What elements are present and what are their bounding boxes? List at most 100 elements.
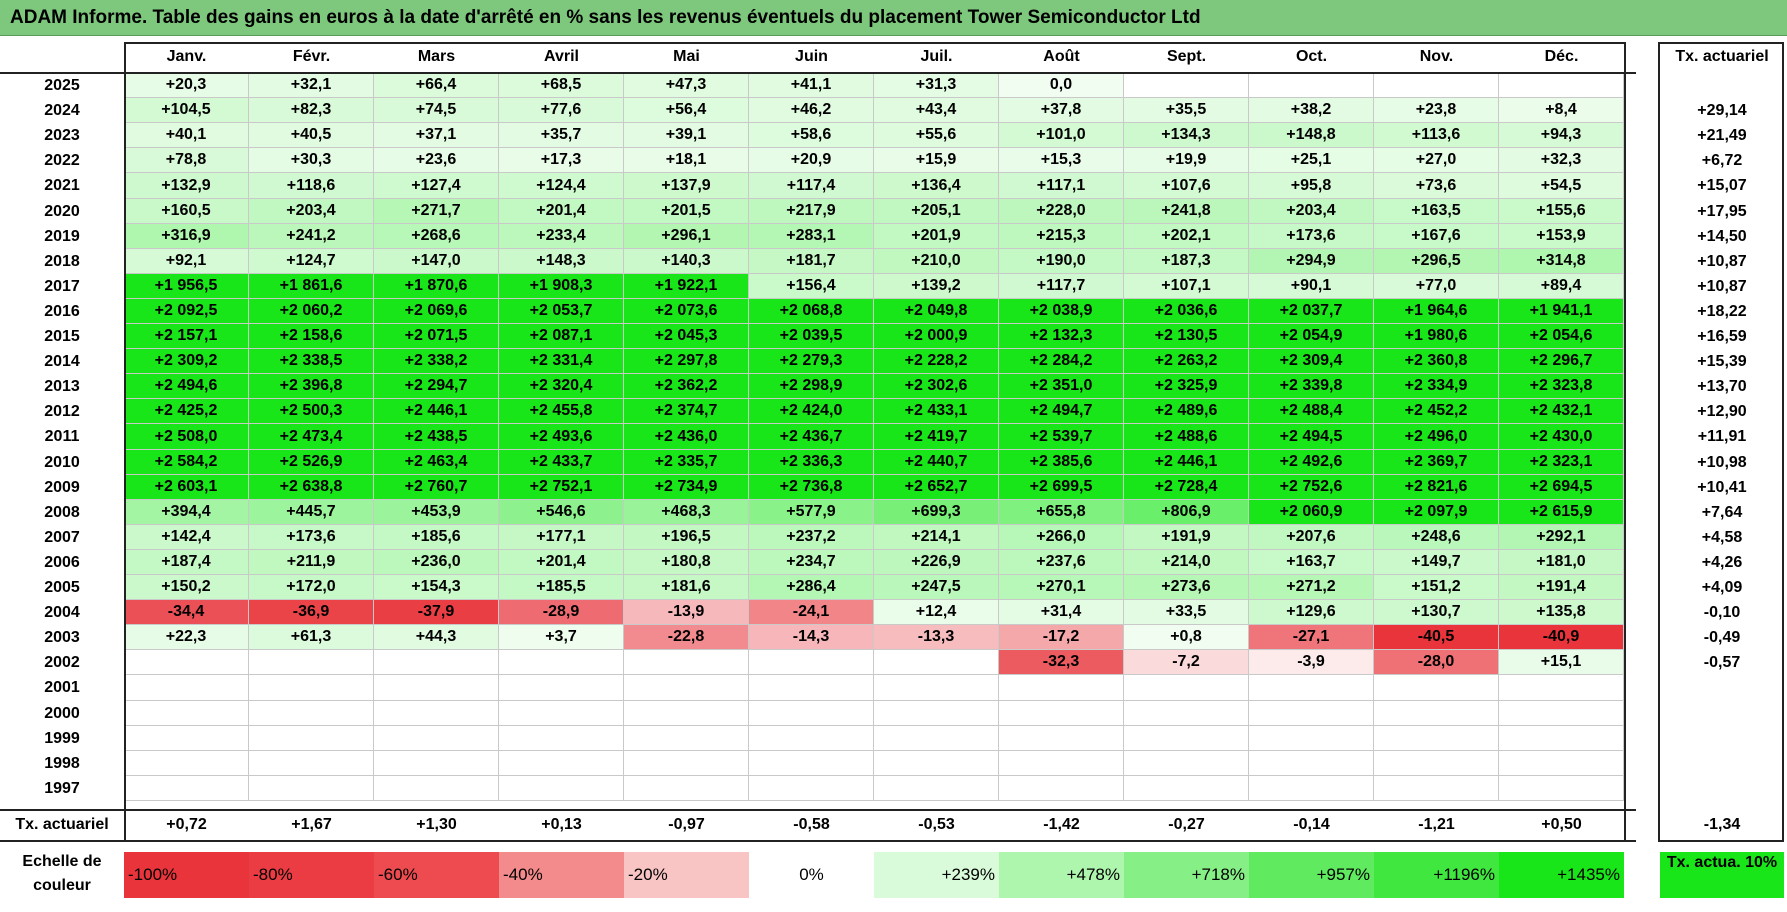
month-header: Oct. (1295, 48, 1328, 65)
heatmap-cell: +207,6 (1249, 525, 1374, 550)
heatmap-cell: +1 922,1 (624, 274, 749, 299)
heatmap-cell: +2 440,7 (874, 450, 999, 475)
heatmap-cell: +2 302,6 (874, 374, 999, 399)
heatmap-cell (249, 675, 374, 701)
heatmap-cell: +2 369,7 (1374, 450, 1499, 475)
heatmap-cell: +2 284,2 (999, 349, 1124, 374)
heatmap-cell: +1 980,6 (1374, 324, 1499, 349)
heatmap-cell: +2 037,7 (1249, 299, 1374, 324)
heatmap-cell: +8,4 (1499, 98, 1624, 123)
heatmap-cell (1124, 675, 1249, 701)
year-label: 2009 (44, 478, 80, 496)
heatmap-cell: +234,7 (749, 550, 874, 575)
heatmap-cell: +2 158,6 (249, 324, 374, 349)
heatmap-cell: +2 092,5 (124, 299, 249, 324)
month-header: Juin (795, 48, 828, 65)
heatmap-cell (1374, 726, 1499, 751)
heatmap-cell (1124, 701, 1249, 726)
heatmap-cell: +17,3 (499, 148, 624, 173)
heatmap-cell: +55,6 (874, 123, 999, 148)
heatmap-cell: +699,3 (874, 500, 999, 525)
heatmap-cell: +2 433,1 (874, 399, 999, 424)
footer-rate-value: -1,42 (1043, 816, 1080, 833)
heatmap-cell: +1 870,6 (374, 274, 499, 299)
heatmap-cell: +2 298,9 (749, 374, 874, 399)
heatmap-cell: +314,8 (1499, 249, 1624, 274)
heatmap-cell: +2 492,6 (1249, 450, 1374, 475)
heatmap-cell: +203,4 (249, 199, 374, 224)
heatmap-cell: +2 396,8 (249, 374, 374, 399)
heatmap-cell: +468,3 (624, 500, 749, 525)
legend-swatch: +957% (1249, 852, 1374, 898)
heatmap-cell: +18,1 (624, 148, 749, 173)
heatmap-cell: +248,6 (1374, 525, 1499, 550)
annual-rate-value: +4,58 (1701, 528, 1743, 546)
heatmap-cell: +140,3 (624, 249, 749, 274)
heatmap-cell: +23,6 (374, 148, 499, 173)
heatmap-cell (374, 675, 499, 701)
heatmap-cell: +73,6 (1374, 173, 1499, 199)
heatmap-cell: +124,7 (249, 249, 374, 274)
annual-rate-value: +16,59 (1697, 327, 1747, 345)
heatmap-cell: +167,6 (1374, 224, 1499, 249)
heatmap-cell: +89,4 (1499, 274, 1624, 299)
heatmap-cell: +2 526,9 (249, 450, 374, 475)
annual-rate-value (1660, 726, 1784, 751)
legend-swatch: -100% (124, 852, 249, 898)
heatmap-cell: +155,6 (1499, 199, 1624, 224)
annual-rate-value (1660, 776, 1784, 801)
heatmap-cell: +296,1 (624, 224, 749, 249)
heatmap-cell: +2 488,4 (1249, 399, 1374, 424)
heatmap-cell: +136,4 (874, 173, 999, 199)
heatmap-cell: +19,9 (1124, 148, 1249, 173)
heatmap-cell: +22,3 (124, 625, 249, 650)
year-label: 2006 (44, 553, 80, 571)
heatmap-cell: +2 045,3 (624, 324, 749, 349)
year-label: 1999 (44, 729, 80, 747)
heatmap-cell (1249, 701, 1374, 726)
heatmap-cell: +2 334,9 (1374, 374, 1499, 399)
heatmap-cell: -28,0 (1374, 650, 1499, 675)
heatmap-cell: +2 374,7 (624, 399, 749, 424)
heatmap-cell (874, 726, 999, 751)
heatmap-cell (249, 650, 374, 675)
heatmap-cell: +173,6 (249, 525, 374, 550)
heatmap-cell: +101,0 (999, 123, 1124, 148)
heatmap-cell: +15,1 (1499, 650, 1624, 675)
footer-rate-value: +1,67 (291, 816, 332, 833)
heatmap-cell: +2 493,6 (499, 424, 624, 450)
heatmap-cell: +2 069,6 (374, 299, 499, 324)
tx-actuariel-legend: Tx. actua. 10% (1660, 852, 1784, 898)
heatmap-cell (874, 751, 999, 776)
heatmap-cell: +134,3 (1124, 123, 1249, 148)
heatmap-cell (749, 675, 874, 701)
heatmap-cell: +2 736,8 (749, 475, 874, 500)
heatmap-cell: +2 489,6 (1124, 399, 1249, 424)
heatmap-cell: +39,1 (624, 123, 749, 148)
heatmap-cell: 0,0 (999, 73, 1124, 98)
heatmap-cell: +130,7 (1374, 600, 1499, 625)
heatmap-cell: +2 494,5 (1249, 424, 1374, 450)
annual-rate-value: +7,64 (1701, 503, 1743, 521)
heatmap-cell: +2 097,9 (1374, 500, 1499, 525)
heatmap-cell: +117,7 (999, 274, 1124, 299)
heatmap-cell: +41,1 (749, 73, 874, 98)
heatmap-cell: +2 496,0 (1374, 424, 1499, 450)
heatmap-cell (124, 675, 249, 701)
heatmap-cell: +107,1 (1124, 274, 1249, 299)
heatmap-cell: +2 228,2 (874, 349, 999, 374)
heatmap-cell: +2 331,4 (499, 349, 624, 374)
heatmap-cell: +2 054,6 (1499, 324, 1624, 349)
heatmap-cell: +44,3 (374, 625, 499, 650)
heatmap-cell: +2 157,1 (124, 324, 249, 349)
heatmap-cell (624, 726, 749, 751)
annual-rate-value: -0,10 (1703, 603, 1741, 621)
heatmap-cell (749, 726, 874, 751)
legend-swatch: -20% (624, 852, 749, 898)
heatmap-cell: +205,1 (874, 199, 999, 224)
heatmap-cell: +2 296,7 (1499, 349, 1624, 374)
heatmap-cell: +2 821,6 (1374, 475, 1499, 500)
annual-rate-value: +10,98 (1697, 453, 1747, 471)
year-label: 2017 (44, 277, 80, 295)
heatmap-cell: +211,9 (249, 550, 374, 575)
